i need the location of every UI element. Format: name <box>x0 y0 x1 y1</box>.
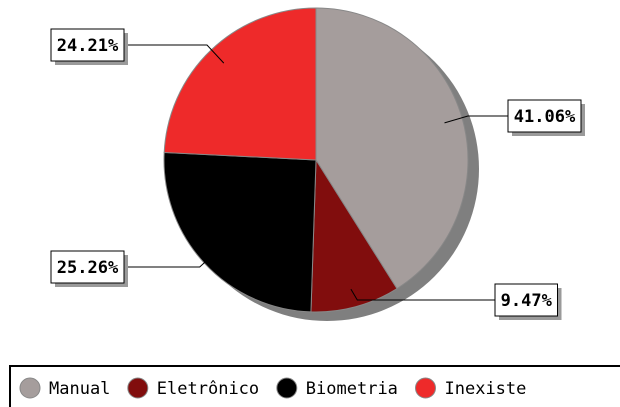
legend-label-biometria: Biometria <box>306 379 398 399</box>
data-label-box <box>50 250 125 284</box>
slice-inexiste <box>163 7 317 161</box>
data-label-biometria: 25.26% <box>57 258 119 278</box>
legend-swatch-manual <box>19 377 41 399</box>
leader-line-manual <box>444 115 508 124</box>
legend-box <box>9 365 620 407</box>
leader-line-biometria <box>124 250 218 268</box>
slice-eletronico <box>310 158 398 313</box>
leader-lines <box>124 44 508 301</box>
data-label-manual: 41.06% <box>514 107 576 127</box>
leader-line-eletronico <box>350 288 495 301</box>
legend-swatch-inexiste <box>415 377 436 399</box>
legend-swatch-eletronico <box>127 377 149 399</box>
legend-label-eletronico: Eletrônico <box>157 379 259 399</box>
data-label-box <box>507 99 582 133</box>
pie-slices <box>163 7 469 313</box>
data-labels: 41.06% 9.47% 25.26% 24.21% <box>50 28 585 320</box>
slice-biometria <box>163 151 317 313</box>
data-label-box <box>494 283 558 317</box>
data-label-eletronico: 9.47% <box>501 291 553 311</box>
leader-line-inexiste <box>124 44 225 64</box>
legend: Manual Eletrônico Biometria Inexiste <box>9 365 620 407</box>
legend-swatch-biometria <box>276 377 298 399</box>
data-label-inexiste: 24.21% <box>57 36 119 56</box>
legend-label-inexiste: Inexiste <box>445 379 527 399</box>
data-label-box <box>50 28 125 62</box>
legend-label-manual: Manual <box>49 379 110 399</box>
